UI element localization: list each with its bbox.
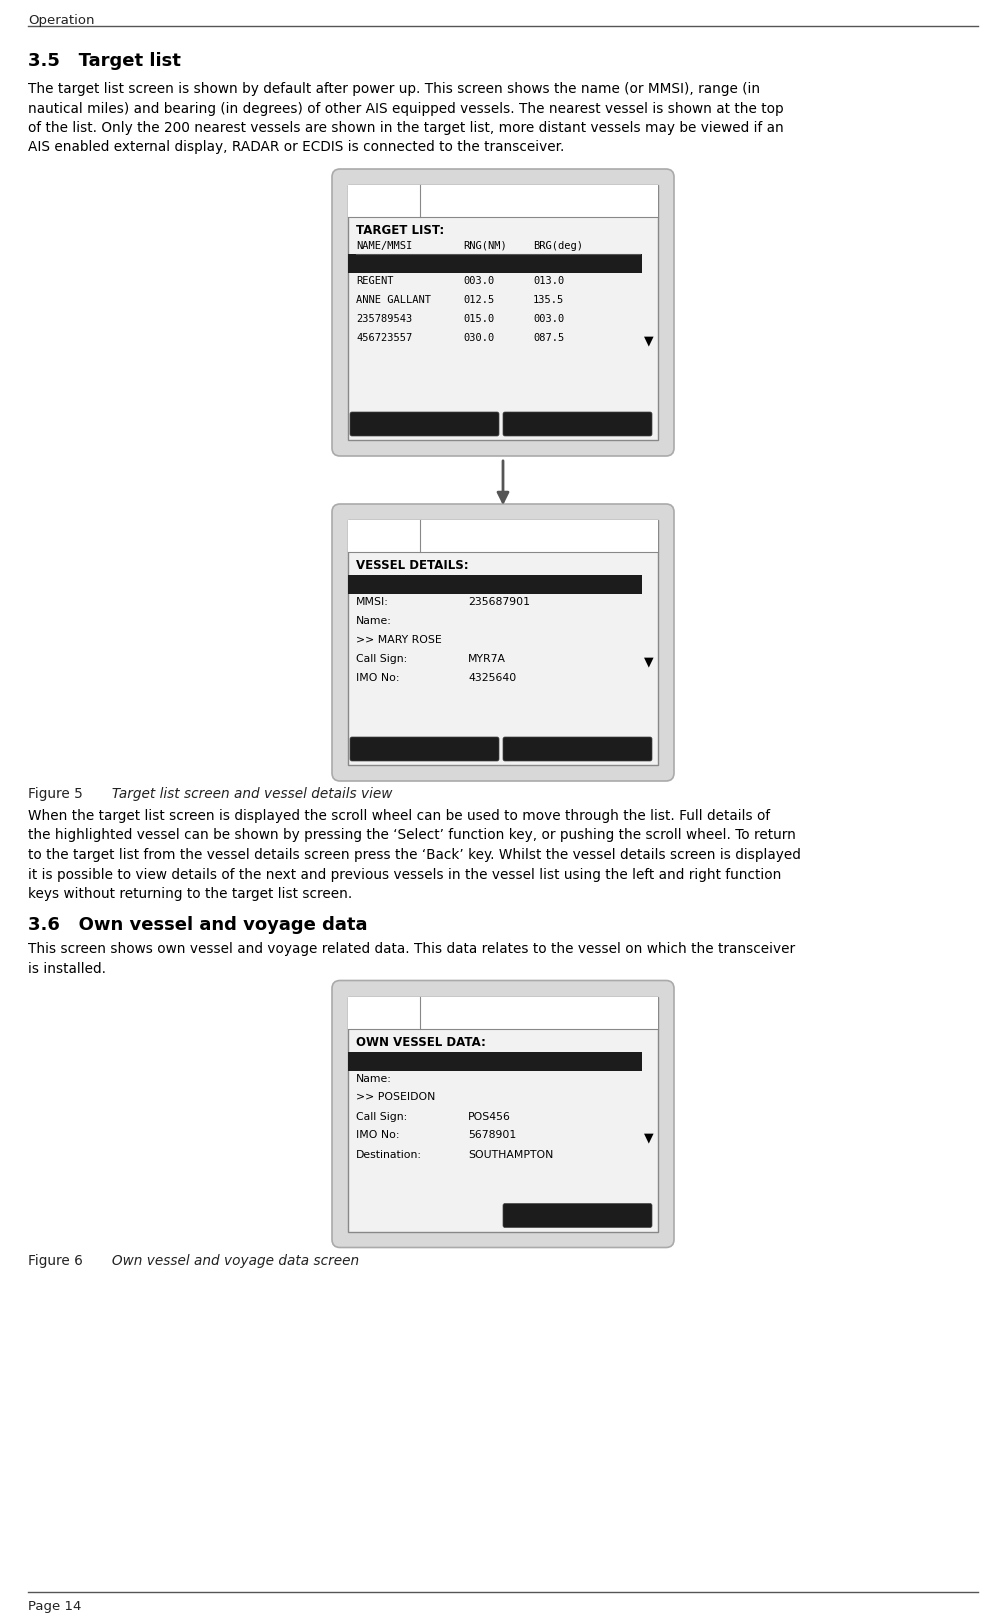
Text: This screen shows own vessel and voyage related data. This data relates to the v: This screen shows own vessel and voyage …: [28, 942, 795, 957]
Text: 3.6   Own vessel and voyage data: 3.6 Own vessel and voyage data: [28, 916, 367, 934]
Text: Target list screen and vessel details view: Target list screen and vessel details vi…: [90, 787, 392, 802]
Text: Screen: Screen: [557, 417, 598, 430]
Text: Name:: Name:: [356, 1073, 392, 1083]
Text: When the target list screen is displayed the scroll wheel can be used to move th: When the target list screen is displayed…: [28, 810, 771, 823]
Text: Name:: Name:: [356, 616, 392, 625]
Text: MYR7A: MYR7A: [468, 654, 506, 664]
Text: the highlighted vessel can be shown by pressing the ‘Select’ function key, or pu: the highlighted vessel can be shown by p…: [28, 829, 796, 842]
Bar: [348, 184, 658, 440]
FancyBboxPatch shape: [503, 1204, 652, 1228]
Text: >> MARY ROSE: >> MARY ROSE: [356, 635, 442, 645]
Text: ▼: ▼: [645, 1131, 654, 1144]
Bar: [348, 520, 658, 764]
Text: IMO No:: IMO No:: [356, 1131, 399, 1141]
Text: 13:20:47: 13:20:47: [354, 196, 400, 205]
Text: IMO No:: IMO No:: [356, 672, 399, 684]
Text: INT: INT: [637, 524, 652, 533]
Text: 003.0: 003.0: [533, 314, 564, 323]
Text: 015.0: 015.0: [463, 314, 494, 323]
Text: 003.0: 003.0: [463, 276, 494, 286]
Text: NAME/MMSI: NAME/MMSI: [356, 241, 412, 250]
Text: ▼: ▼: [645, 335, 654, 347]
Text: TARGET LIST:: TARGET LIST:: [356, 225, 445, 238]
Text: ▼: ▼: [645, 654, 654, 667]
Text: keys without returning to the target list screen.: keys without returning to the target lis…: [28, 887, 352, 902]
Text: 013.0: 013.0: [533, 276, 564, 286]
Text: GPS: GPS: [634, 532, 652, 541]
Text: 012.5: 012.5: [463, 296, 494, 305]
Text: 030.0: 030.0: [463, 333, 494, 343]
Text: MMSI:: MMSI:: [356, 1055, 389, 1065]
Text: Next vessel: Next vessel: [543, 742, 612, 756]
FancyBboxPatch shape: [350, 737, 499, 761]
Text: of the list. Only the 200 nearest vessels are shown in the target list, more dis: of the list. Only the 200 nearest vessel…: [28, 121, 784, 136]
Text: 4325640: 4325640: [468, 672, 516, 684]
Text: RNG(NM): RNG(NM): [463, 241, 507, 250]
Text: 13:20:47: 13:20:47: [354, 532, 400, 541]
Bar: [348, 1052, 642, 1070]
Text: MARY ROSE: MARY ROSE: [356, 257, 412, 267]
Bar: [348, 254, 642, 273]
Text: ANNE GALLANT: ANNE GALLANT: [356, 296, 431, 305]
Text: Prev. vessel: Prev. vessel: [389, 742, 460, 756]
Text: Own vessel and voyage data screen: Own vessel and voyage data screen: [90, 1254, 359, 1267]
Text: GPS: GPS: [634, 1008, 652, 1018]
Bar: [348, 997, 658, 1231]
Bar: [348, 997, 658, 1028]
Text: Screen: Screen: [557, 1209, 598, 1222]
Text: 254.0: 254.0: [533, 257, 564, 267]
Text: is installed.: is installed.: [28, 962, 106, 976]
Text: Figure 5: Figure 5: [28, 787, 82, 802]
Bar: [348, 520, 658, 553]
Text: Operation: Operation: [28, 15, 95, 27]
Text: VESSEL DETAILS:: VESSEL DETAILS:: [356, 559, 469, 572]
Text: The target list screen is shown by default after power up. This screen shows the: The target list screen is shown by defau…: [28, 82, 761, 95]
Text: Class A: Class A: [468, 579, 507, 588]
Text: POS456: POS456: [468, 1112, 511, 1122]
Text: AIS enabled external display, RADAR or ECDIS is connected to the transceiver.: AIS enabled external display, RADAR or E…: [28, 141, 564, 155]
Text: OK: OK: [426, 532, 441, 541]
FancyBboxPatch shape: [503, 412, 652, 436]
Bar: [348, 575, 642, 595]
Text: MMSI:: MMSI:: [356, 596, 389, 608]
Text: Destination:: Destination:: [356, 1149, 422, 1160]
Text: OK: OK: [426, 196, 441, 205]
FancyBboxPatch shape: [332, 981, 674, 1248]
Text: OWN VESSEL DATA:: OWN VESSEL DATA:: [356, 1036, 486, 1049]
Text: Figure 6: Figure 6: [28, 1254, 82, 1267]
Text: 135.5: 135.5: [533, 296, 564, 305]
FancyBboxPatch shape: [332, 504, 674, 781]
FancyBboxPatch shape: [503, 737, 652, 761]
Text: GPS: GPS: [634, 197, 652, 205]
Text: INT: INT: [637, 189, 652, 199]
Text: BRG(deg): BRG(deg): [533, 241, 583, 250]
Text: Station type:: Station type:: [356, 579, 427, 588]
Text: Page 14: Page 14: [28, 1600, 81, 1613]
Text: REGENT: REGENT: [356, 276, 393, 286]
Text: Call Sign:: Call Sign:: [356, 1112, 407, 1122]
Text: 235687901: 235687901: [468, 596, 530, 608]
Text: SOUTHAMPTON: SOUTHAMPTON: [468, 1149, 553, 1160]
Text: to the target list from the vessel details screen press the ‘Back’ key. Whilst t: to the target list from the vessel detai…: [28, 848, 801, 861]
Text: 087.5: 087.5: [533, 333, 564, 343]
Text: 235789543: 235789543: [356, 314, 412, 323]
FancyBboxPatch shape: [350, 412, 499, 436]
Bar: [348, 184, 658, 217]
Text: 001.5: 001.5: [463, 257, 494, 267]
Text: nautical miles) and bearing (in degrees) of other AIS equipped vessels. The near: nautical miles) and bearing (in degrees)…: [28, 102, 784, 115]
Text: Call Sign:: Call Sign:: [356, 654, 407, 664]
Text: 375570700: 375570700: [468, 1055, 530, 1065]
Text: 13:20:47: 13:20:47: [354, 1007, 400, 1018]
Text: 5678901: 5678901: [468, 1131, 516, 1141]
Text: Select: Select: [406, 417, 443, 430]
Text: 456723557: 456723557: [356, 333, 412, 343]
Text: it is possible to view details of the next and previous vessels in the vessel li: it is possible to view details of the ne…: [28, 868, 782, 881]
Text: INT: INT: [637, 1000, 652, 1010]
FancyBboxPatch shape: [332, 170, 674, 456]
Text: >> POSEIDON: >> POSEIDON: [356, 1092, 436, 1102]
Text: 3.5   Target list: 3.5 Target list: [28, 52, 181, 69]
Text: OK: OK: [426, 1007, 441, 1018]
